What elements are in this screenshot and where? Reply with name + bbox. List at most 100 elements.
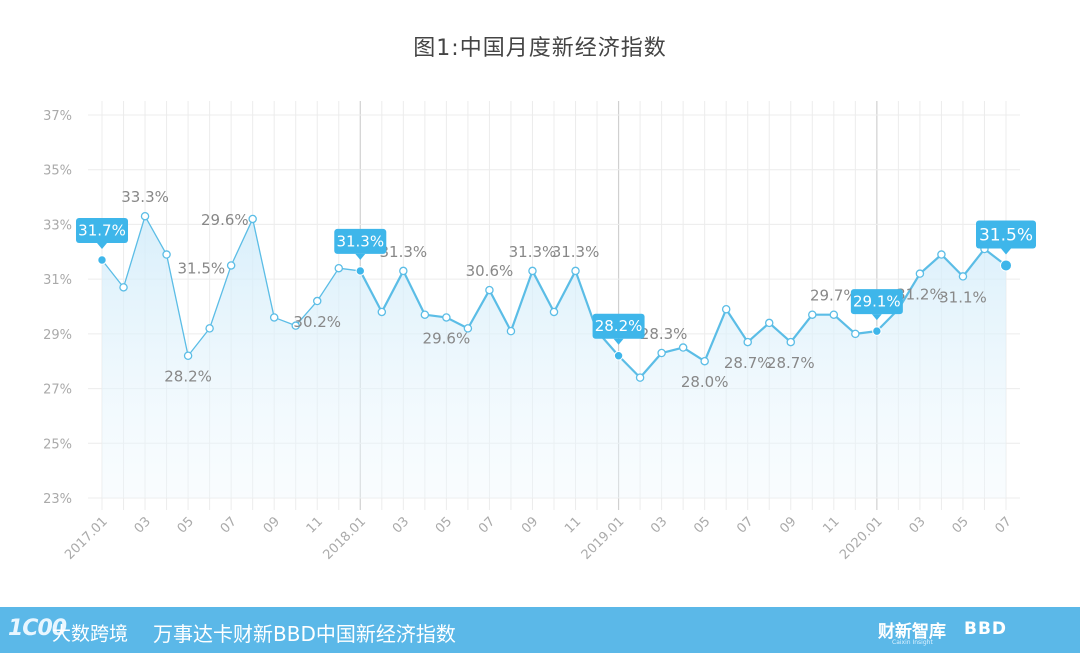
x-tick-label: 03 xyxy=(132,514,154,536)
callout-box xyxy=(976,220,1036,249)
series-segment xyxy=(208,264,232,330)
callouts: 31.7% 31.3% 28.2% 29.1% 31.5% xyxy=(76,217,1036,345)
callout-badge: 31.5% xyxy=(976,220,1036,255)
series-segment xyxy=(961,247,986,278)
callout-text: 31.3% xyxy=(336,232,384,250)
data-label: 33.3% xyxy=(121,188,169,206)
x-tick-label: 05 xyxy=(691,514,713,536)
data-label: 28.7% xyxy=(767,354,815,372)
data-label: 30.2% xyxy=(293,313,341,331)
data-point xyxy=(399,266,408,276)
callout-text: 29.1% xyxy=(853,293,901,311)
callout-badge: 31.3% xyxy=(334,228,387,260)
series-line xyxy=(101,215,1008,379)
callout-badge: 29.1% xyxy=(850,289,903,321)
series-segment xyxy=(380,269,405,314)
x-tick-label: 07 xyxy=(218,514,240,536)
y-tick-label: 31% xyxy=(43,273,72,288)
series-segment xyxy=(316,267,340,302)
data-label: 28.0% xyxy=(681,373,729,391)
data-point xyxy=(1000,259,1012,272)
chart-plot: 37% 35% 33% 31% 29% 27% 25% 23% 2017.01 03 05 07 09 1… xyxy=(43,101,1036,563)
series-segment xyxy=(402,269,426,316)
data-point xyxy=(829,310,839,319)
data-point xyxy=(334,263,344,273)
y-tick-label: 27% xyxy=(43,383,72,398)
series-segment xyxy=(466,288,491,330)
logo-mark: 1C00 xyxy=(8,616,67,641)
brand-bbd: BBD xyxy=(964,619,1008,639)
footer-title: 万事达卡财新BBD中国新经济指数 xyxy=(153,622,456,646)
data-point xyxy=(549,307,559,317)
series-segment xyxy=(617,354,642,379)
callout-text: 31.7% xyxy=(78,221,126,239)
x-tick-label: 03 xyxy=(390,514,412,536)
series-segment xyxy=(359,269,383,314)
callout-box xyxy=(334,228,387,254)
data-point xyxy=(485,285,494,295)
footer-bar: 1C00 大数跨境 万事达卡财新BBD中国新经济指数 财新智库 Caixin I… xyxy=(0,607,1080,653)
x-tick-label: 05 xyxy=(433,514,455,536)
data-point xyxy=(291,321,300,330)
data-point xyxy=(657,348,666,358)
data-label: 28.7% xyxy=(724,354,772,372)
data-point xyxy=(312,296,322,306)
series-segment xyxy=(832,313,857,335)
data-point xyxy=(377,307,387,317)
data-point xyxy=(743,337,752,347)
callout-pointer xyxy=(1001,248,1011,255)
callout-box xyxy=(76,217,128,243)
data-point xyxy=(937,250,946,259)
series-segment xyxy=(488,288,513,333)
data-point xyxy=(463,324,473,333)
series-segment xyxy=(789,313,814,344)
series-segment xyxy=(165,253,189,357)
callout-pointer xyxy=(355,253,366,260)
brand-caixin: 财新智库 xyxy=(878,622,946,642)
data-label: 31.2% xyxy=(896,286,944,304)
series-segment xyxy=(682,346,706,363)
data-label: 29.7% xyxy=(810,287,858,305)
data-label: 28.2% xyxy=(164,368,212,386)
x-tick-label: 03 xyxy=(648,514,670,536)
chart-title: 图1:中国月度新经济指数 xyxy=(413,36,667,61)
data-point xyxy=(635,373,645,382)
x-tick-label: 07 xyxy=(476,514,498,536)
data-label: 29.6% xyxy=(423,329,471,347)
series-segment xyxy=(144,215,168,256)
callout-box xyxy=(850,289,903,315)
y-tick-label: 35% xyxy=(43,164,72,179)
series-segment xyxy=(531,269,556,314)
x-tick-label: 2019.01 xyxy=(579,514,628,563)
y-tick-label: 29% xyxy=(43,328,72,343)
data-point xyxy=(226,261,236,270)
x-tick-label: 09 xyxy=(519,514,541,536)
series-segment xyxy=(725,308,749,344)
data-labels: 33.3% 28.2% 31.5% 29.6% 30.2% 31.3% 29.6% 30.6%… xyxy=(121,188,987,391)
data-point xyxy=(442,313,451,322)
y-tick-label: 37% xyxy=(43,109,72,124)
callout-pointer xyxy=(97,242,107,249)
x-tick-label: 05 xyxy=(949,514,971,536)
series-segment xyxy=(122,215,146,289)
callout-text: 28.2% xyxy=(595,317,643,335)
data-point xyxy=(786,337,796,347)
series-segment xyxy=(295,300,318,327)
y-tick-label: 25% xyxy=(43,437,72,452)
data-point xyxy=(764,318,774,328)
series-segment xyxy=(187,327,211,357)
y-tick-label: 33% xyxy=(43,218,72,233)
data-point xyxy=(420,310,430,319)
data-label: 31.1% xyxy=(939,288,987,306)
x-tick-label: 07 xyxy=(993,514,1015,536)
data-point xyxy=(678,343,688,352)
callout-badge: 28.2% xyxy=(592,313,645,345)
data-label: 29.6% xyxy=(201,211,249,229)
series-segment xyxy=(252,218,275,319)
series-segment xyxy=(101,259,125,289)
data-point xyxy=(248,214,257,224)
callout-pointer xyxy=(613,338,624,345)
callout-text: 31.5% xyxy=(979,225,1033,245)
data-point xyxy=(506,326,516,336)
x-tick-label: 11 xyxy=(562,514,584,536)
